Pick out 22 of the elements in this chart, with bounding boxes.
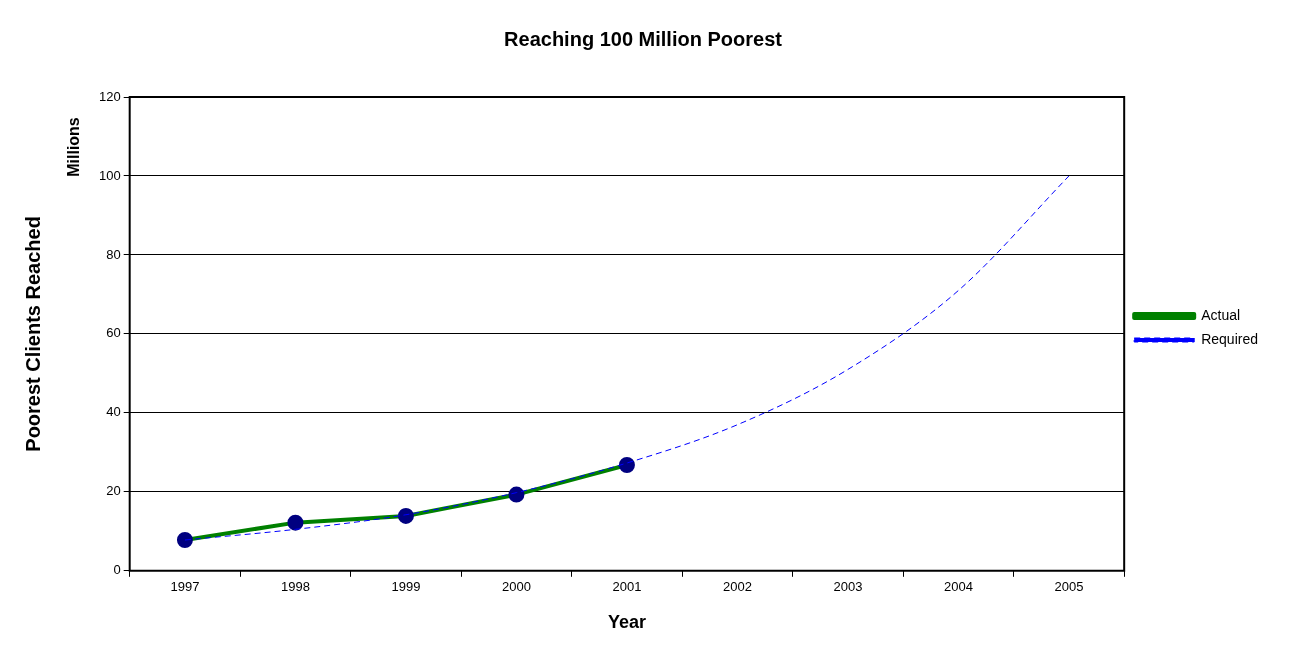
x-axis-title: Year	[607, 612, 646, 633]
x-tick-label: 2001	[612, 579, 642, 595]
legend-label: Actual	[1201, 306, 1241, 323]
x-tick-label: 2005	[1054, 579, 1084, 595]
y-tick-label: 0	[113, 562, 121, 578]
x-tick-label: 1998	[280, 579, 310, 595]
y-tick-label: 120	[98, 88, 121, 104]
x-tick-label: 2000	[501, 579, 531, 595]
x-tick-label: 1997	[170, 579, 200, 595]
y-tick-label: 80	[106, 246, 121, 262]
y-tick-label: 40	[106, 404, 121, 420]
x-tick-label: 2003	[833, 579, 863, 595]
y-axis-title: Poorest Clients Reached	[21, 216, 44, 452]
y-tick-label: 20	[106, 483, 121, 499]
x-tick-label: 1999	[391, 579, 421, 595]
y-tick-label: 60	[106, 325, 121, 341]
text: Millions	[65, 117, 83, 177]
chart-title: Reaching 100 Million Poorest	[504, 27, 783, 50]
legend-label: Required	[1201, 330, 1259, 347]
x-tick-label: 2004	[943, 579, 973, 595]
y-tick-label: 100	[98, 167, 121, 183]
x-tick-label: 2002	[722, 579, 752, 595]
